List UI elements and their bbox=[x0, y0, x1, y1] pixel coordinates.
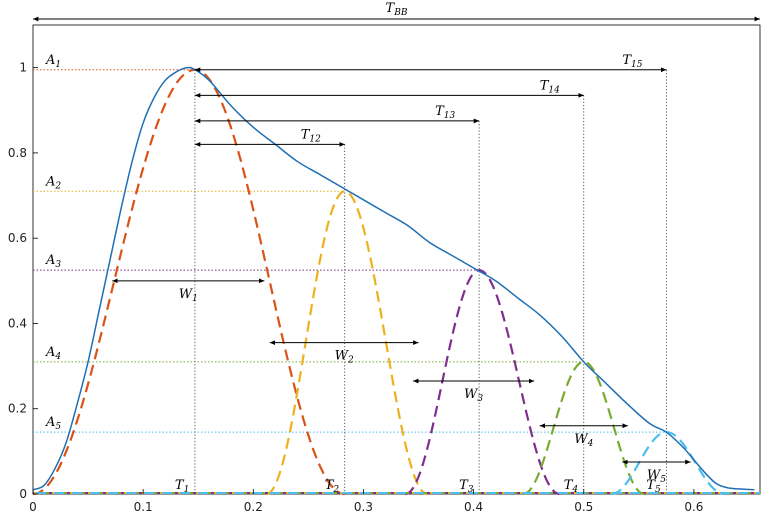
x-axis: 0 0.1 0.2 0.3 0.4 0.5 0.6 bbox=[29, 489, 703, 514]
interval-label-12: T12 bbox=[301, 127, 321, 144]
y-tick-label-4: 0.8 bbox=[8, 146, 27, 160]
time-label-3: T3 bbox=[459, 478, 474, 495]
amplitude-label-5: A5 bbox=[45, 415, 61, 432]
width-label-1: W1 bbox=[179, 287, 198, 304]
tbb-label: TBB bbox=[386, 1, 408, 18]
y-axis: 0 0.2 0.4 0.6 0.8 1 bbox=[8, 61, 38, 501]
amplitude-label-4: A4 bbox=[45, 345, 61, 362]
time-label-1: T1 bbox=[175, 478, 189, 495]
x-tick-label-6: 0.6 bbox=[684, 500, 703, 514]
y-tick-label-1: 0.2 bbox=[8, 402, 27, 416]
plot-area bbox=[32, 24, 761, 495]
x-tick-label-0: 0 bbox=[29, 500, 37, 514]
x-tick-label-3: 0.3 bbox=[354, 500, 373, 514]
pulse-curve-2 bbox=[266, 190, 428, 496]
time-label-4: T4 bbox=[564, 478, 579, 495]
envelope-series bbox=[32, 66, 755, 491]
y-tick-label-3: 0.6 bbox=[8, 231, 27, 245]
interval-label-14: T14 bbox=[540, 78, 560, 95]
y-tick-label-2: 0.4 bbox=[8, 316, 27, 330]
pulse-curve-3 bbox=[405, 269, 560, 496]
envelope-curve bbox=[32, 66, 755, 491]
width-label-5: W5 bbox=[647, 468, 666, 485]
annotations: A1 A2 A3 A4 A5 TBB T12 T13 T14 T15 T1 T2 T3 T4 T5 W1 W2 W… bbox=[33, 1, 760, 495]
width-label-4: W4 bbox=[574, 432, 593, 449]
y-tick-label-0: 0 bbox=[19, 487, 27, 501]
width-label-3: W3 bbox=[464, 387, 483, 404]
amplitude-label-2: A2 bbox=[45, 174, 61, 191]
amplitude-label-1: A1 bbox=[45, 53, 61, 70]
width-label-2: W2 bbox=[335, 349, 354, 366]
time-label-5: T5 bbox=[646, 478, 661, 495]
x-tick-label-5: 0.5 bbox=[574, 500, 593, 514]
x-tick-label-4: 0.4 bbox=[464, 500, 483, 514]
y-tick-label-5: 1 bbox=[19, 61, 27, 75]
interval-label-13: T13 bbox=[435, 104, 455, 121]
amplitude-label-3: A3 bbox=[45, 253, 61, 270]
interval-label-15: T15 bbox=[622, 53, 642, 70]
time-label-2: T2 bbox=[325, 478, 340, 495]
x-tick-label-1: 0.1 bbox=[134, 500, 153, 514]
x-tick-label-2: 0.2 bbox=[244, 500, 263, 514]
